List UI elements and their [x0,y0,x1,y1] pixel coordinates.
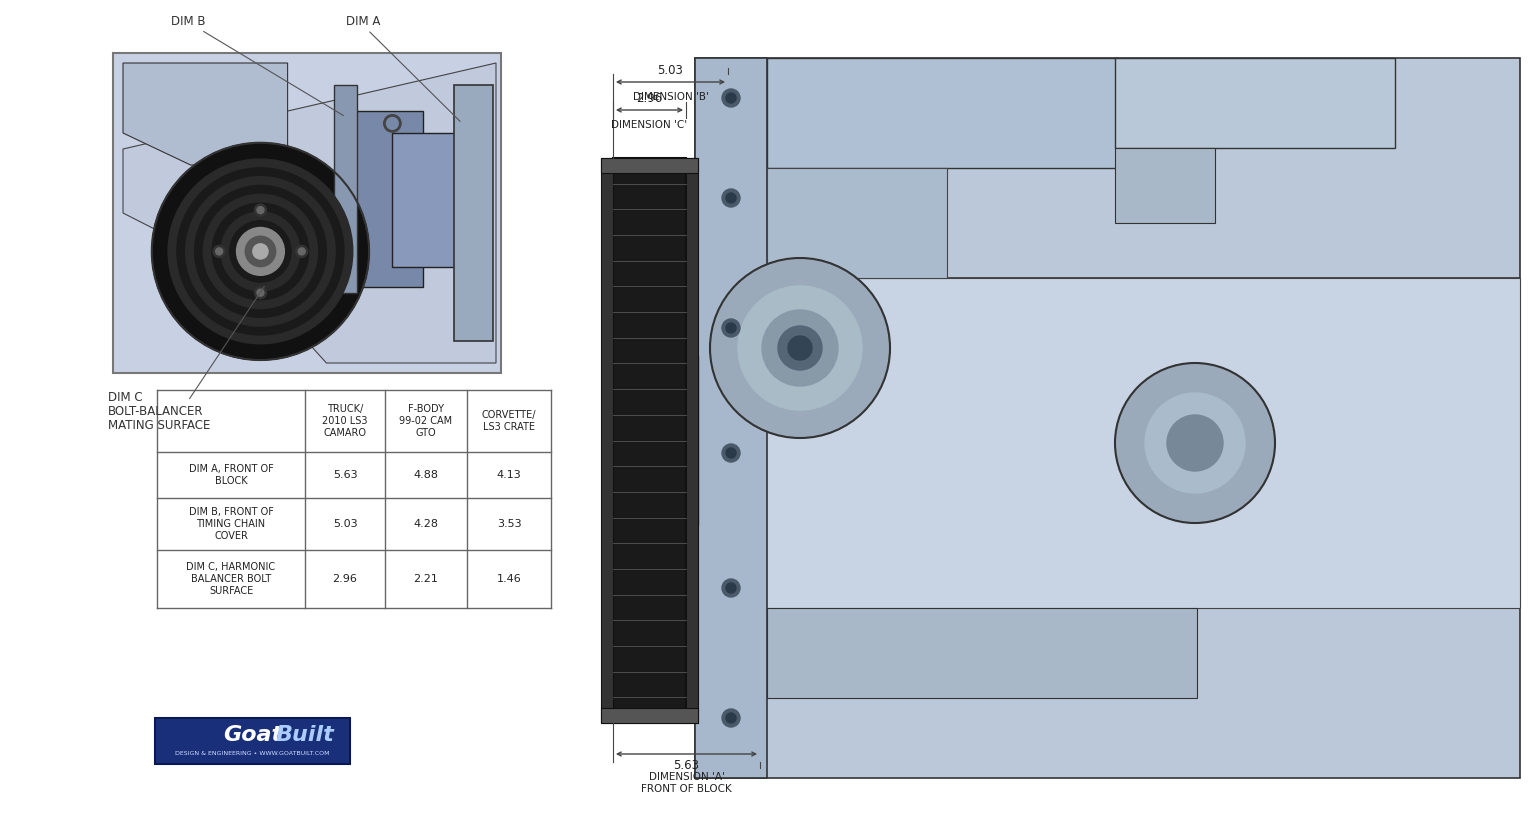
Text: 3.53: 3.53 [496,519,521,529]
Circle shape [246,236,275,266]
Text: 2.21: 2.21 [413,574,438,584]
Text: DIM B: DIM B [170,15,206,28]
Text: DIMENSION 'A'
FRONT OF BLOCK: DIMENSION 'A' FRONT OF BLOCK [641,772,731,793]
Circle shape [177,168,344,335]
Bar [766,168,948,278]
Circle shape [167,159,353,344]
Bar [157,390,551,608]
Circle shape [214,246,226,257]
Circle shape [215,248,223,255]
Circle shape [1115,363,1275,523]
Bar [510,55,1521,775]
Text: DIM B, FRONT OF
TIMING CHAIN
COVER: DIM B, FRONT OF TIMING CHAIN COVER [189,506,273,542]
Bar [694,58,766,778]
Text: Goat: Goat [223,726,283,746]
Bar [601,158,697,173]
Circle shape [237,228,284,275]
Bar [114,53,501,373]
Text: 4.88: 4.88 [413,470,438,480]
Circle shape [152,143,369,360]
Circle shape [1144,393,1246,493]
Circle shape [762,310,839,386]
Circle shape [255,287,266,298]
Bar [613,158,687,723]
Circle shape [727,448,736,458]
Bar [687,158,697,723]
Bar [694,356,697,525]
Circle shape [722,189,740,207]
Circle shape [727,193,736,203]
Text: CORVETTE/
LS3 CRATE: CORVETTE/ LS3 CRATE [482,410,536,432]
Bar [1115,58,1395,148]
Circle shape [257,289,264,296]
Circle shape [298,248,306,255]
Circle shape [230,221,292,282]
Text: DESIGN & ENGINEERING • WWW.GOATBUILT.COM: DESIGN & ENGINEERING • WWW.GOATBUILT.COM [175,751,330,756]
Text: 4.13: 4.13 [496,470,521,480]
Circle shape [296,246,307,257]
Circle shape [722,319,740,337]
Circle shape [722,444,740,462]
Bar [694,58,1521,278]
Text: 1.46: 1.46 [496,574,521,584]
Circle shape [737,286,862,410]
Bar [335,85,358,293]
Text: 5.63: 5.63 [673,759,699,772]
Bar [338,111,424,287]
Text: 2.96: 2.96 [636,92,662,105]
Text: 5.03: 5.03 [657,64,684,77]
Bar [766,58,1117,168]
Bar [694,608,1521,778]
Text: MATING SURFACE: MATING SURFACE [108,419,210,432]
Circle shape [779,326,822,370]
Text: TRUCK/
2010 LS3
CAMARO: TRUCK/ 2010 LS3 CAMARO [323,404,367,438]
Circle shape [238,229,283,273]
Text: Built: Built [276,726,335,746]
Polygon shape [123,63,496,363]
Bar [392,133,478,267]
Circle shape [212,203,309,300]
Circle shape [221,212,300,291]
Circle shape [1167,415,1223,471]
Circle shape [722,579,740,597]
Circle shape [710,258,889,438]
Circle shape [255,204,266,216]
Circle shape [727,323,736,333]
Circle shape [247,238,273,265]
Circle shape [195,186,326,317]
Bar [114,53,501,373]
Text: BOLT-BALANCER: BOLT-BALANCER [108,405,203,418]
Text: 2.96: 2.96 [333,574,358,584]
Circle shape [727,713,736,723]
Text: DIM C: DIM C [108,391,143,404]
Bar [601,158,613,723]
Text: DIM A, FRONT OF
BLOCK: DIM A, FRONT OF BLOCK [189,464,273,486]
Circle shape [722,89,740,107]
Bar [155,718,350,764]
Text: DIM A: DIM A [346,15,381,28]
Circle shape [203,194,318,308]
Text: 5.03: 5.03 [333,519,358,529]
Circle shape [727,583,736,593]
Circle shape [253,244,269,259]
Circle shape [788,336,813,360]
Circle shape [722,709,740,727]
Text: DIM C, HARMONIC
BALANCER BOLT
SURFACE: DIM C, HARMONIC BALANCER BOLT SURFACE [186,561,275,597]
Bar [766,608,1197,698]
Bar [1115,148,1215,223]
Text: DIMENSION 'C': DIMENSION 'C' [611,120,688,130]
Circle shape [186,177,335,326]
Text: F-BODY
99-02 CAM
GTO: F-BODY 99-02 CAM GTO [399,404,453,438]
Polygon shape [123,63,287,165]
Circle shape [727,93,736,103]
Bar [455,85,493,341]
Text: 5.63: 5.63 [333,470,358,480]
Circle shape [257,206,264,214]
Bar [694,278,1521,608]
Bar [601,708,697,723]
Text: 4.28: 4.28 [413,519,438,529]
Text: DIMENSION 'B': DIMENSION 'B' [633,92,708,102]
